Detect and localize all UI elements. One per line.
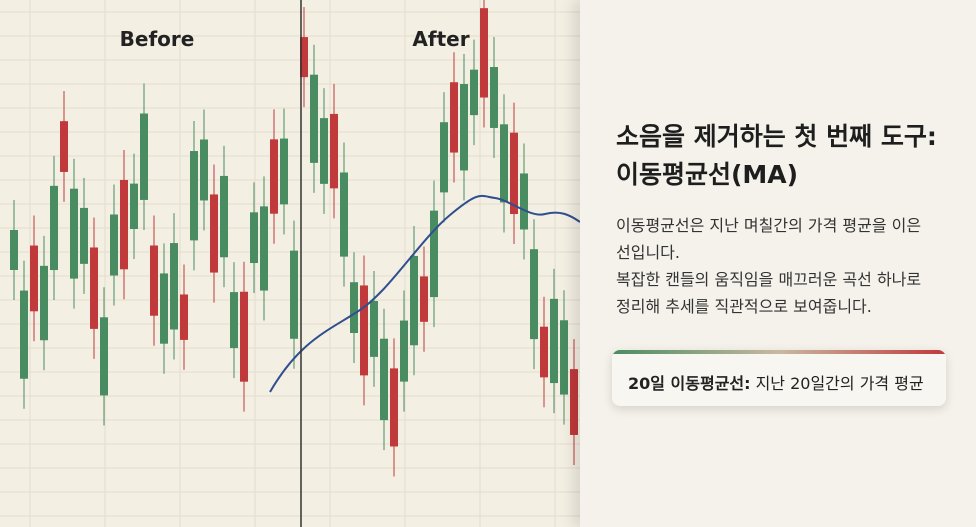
candle-body	[160, 273, 168, 344]
candle-body	[510, 132, 518, 215]
candle-body	[570, 369, 578, 435]
candle-body	[420, 276, 428, 322]
description-line: 선입니다.	[616, 243, 680, 262]
candle-body	[290, 250, 298, 339]
candle-body	[180, 294, 188, 340]
candle-body	[60, 121, 68, 172]
candle-body	[350, 282, 358, 334]
candle-body	[240, 291, 248, 382]
candle-body	[130, 183, 138, 230]
candle-body	[500, 124, 508, 203]
after-label: After	[412, 27, 469, 51]
candle-body	[80, 207, 88, 264]
candle-body	[560, 320, 568, 395]
description: 이동평균선은 지난 며칠간의 가격 평균을 이은 선입니다. 복잡한 캔들의 움…	[616, 212, 921, 320]
candle-body	[390, 368, 398, 447]
candle-body	[260, 206, 268, 291]
candles	[10, 0, 578, 477]
candle-body	[110, 214, 118, 276]
callout-text: 20일 이동평균선: 지난 20일간의 가격 평균	[628, 370, 924, 394]
title-line: 소음을 제거하는 첫 번째 도구:	[616, 122, 937, 151]
candle-body	[450, 82, 458, 153]
candle-body	[370, 300, 378, 357]
candle-body	[430, 210, 438, 298]
candle-body	[230, 292, 238, 349]
description-line: 복잡한 캔들의 움직임을 매끄러운 곡선 하나로	[616, 270, 922, 289]
candle-body	[70, 188, 78, 279]
candle-body	[200, 139, 208, 201]
candle-body	[480, 8, 488, 98]
description-line: 이동평균선은 지난 며칠간의 가격 평균을 이은	[616, 216, 922, 235]
candle-body	[150, 245, 158, 316]
candle-body	[330, 113, 338, 189]
candle-body	[440, 122, 448, 193]
candle-body	[210, 194, 218, 273]
candle-body	[270, 139, 278, 214]
candle-body	[340, 172, 348, 257]
candle-body	[400, 320, 408, 382]
candle-body	[90, 247, 98, 329]
candle-body	[470, 69, 478, 116]
title-line: 이동평균선(MA)	[616, 160, 799, 189]
candle-body	[520, 173, 528, 230]
info-panel: 소음을 제거하는 첫 번째 도구: 이동평균선(MA) 이동평균선은 지난 며칠…	[580, 0, 976, 527]
candle-body	[120, 179, 128, 270]
candle-body	[540, 326, 548, 378]
candle-body	[320, 118, 328, 184]
description-line: 정리해 추세를 직관적으로 보여줍니다.	[616, 297, 872, 316]
candle-body	[380, 338, 388, 421]
callout-accent	[612, 350, 946, 354]
candle-body	[100, 317, 108, 396]
candle-body	[360, 285, 368, 376]
candle-body	[250, 212, 258, 264]
candle-body	[550, 298, 558, 384]
callout-desc: 지난 20일간의 가격 평균	[755, 374, 924, 393]
candle-body	[40, 265, 48, 341]
title: 소음을 제거하는 첫 번째 도구: 이동평균선(MA)	[616, 118, 937, 194]
candle-body	[190, 151, 198, 241]
candle-body	[410, 255, 418, 346]
candle-body	[220, 175, 228, 258]
candle-body	[460, 84, 468, 171]
candle-body	[530, 249, 538, 340]
candle-body	[170, 243, 178, 330]
candle-body	[10, 230, 18, 270]
callout: 20일 이동평균선: 지난 20일간의 가격 평균	[612, 350, 946, 406]
candle-body	[300, 37, 308, 78]
before-label: Before	[120, 27, 195, 51]
candle-body	[20, 290, 28, 379]
candle-body	[490, 67, 498, 128]
candle-body	[280, 138, 288, 205]
moving-average-line	[269, 194, 580, 393]
candle-body	[140, 113, 148, 200]
callout-term: 20일 이동평균선:	[628, 374, 751, 393]
candle-body	[310, 74, 318, 163]
candle-body	[50, 185, 58, 271]
candle-body	[30, 245, 38, 312]
chart-illustration: Before After	[0, 0, 580, 527]
